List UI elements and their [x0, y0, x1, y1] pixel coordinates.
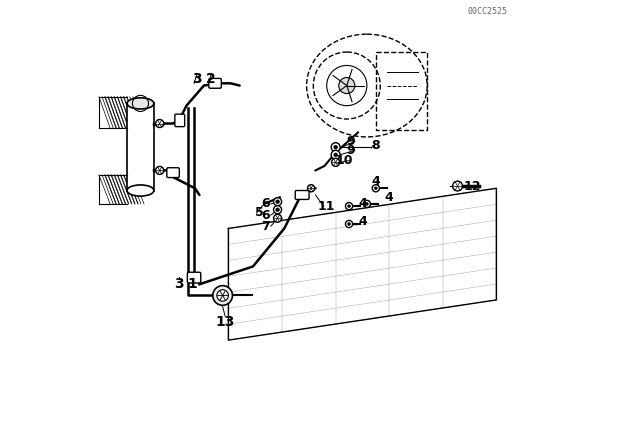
- Text: 8: 8: [371, 139, 380, 152]
- Text: 4: 4: [358, 198, 367, 211]
- Circle shape: [365, 202, 368, 205]
- Ellipse shape: [127, 98, 154, 109]
- Bar: [127, 103, 154, 190]
- Text: 00CC2525: 00CC2525: [467, 7, 508, 17]
- Circle shape: [346, 220, 353, 228]
- Circle shape: [331, 151, 340, 159]
- Circle shape: [348, 205, 350, 207]
- Circle shape: [452, 181, 463, 191]
- Text: 6: 6: [261, 198, 270, 211]
- FancyBboxPatch shape: [167, 168, 179, 177]
- Circle shape: [334, 146, 337, 149]
- Circle shape: [307, 185, 315, 192]
- Circle shape: [273, 206, 282, 214]
- FancyBboxPatch shape: [188, 272, 201, 283]
- Text: 10: 10: [336, 154, 353, 167]
- Text: 11: 11: [318, 200, 335, 213]
- Text: 7: 7: [261, 220, 270, 233]
- Text: 4: 4: [358, 215, 367, 228]
- FancyBboxPatch shape: [209, 78, 221, 88]
- Text: 4: 4: [371, 175, 380, 188]
- Text: 3: 3: [193, 72, 202, 86]
- FancyBboxPatch shape: [175, 114, 185, 127]
- Text: 12: 12: [463, 180, 481, 193]
- Circle shape: [273, 198, 282, 206]
- Text: 9: 9: [346, 144, 355, 157]
- Circle shape: [372, 185, 380, 192]
- Circle shape: [339, 78, 355, 94]
- Circle shape: [331, 143, 340, 152]
- Circle shape: [364, 200, 371, 207]
- Circle shape: [334, 153, 337, 156]
- Circle shape: [346, 202, 353, 210]
- Circle shape: [276, 200, 279, 203]
- Text: 6: 6: [261, 209, 270, 222]
- Text: 2: 2: [205, 72, 216, 86]
- Circle shape: [348, 223, 350, 225]
- Circle shape: [276, 208, 279, 211]
- Text: 3: 3: [175, 277, 184, 291]
- Ellipse shape: [127, 185, 154, 196]
- Text: 5: 5: [255, 207, 264, 220]
- Circle shape: [374, 187, 377, 190]
- Circle shape: [156, 166, 164, 174]
- Circle shape: [156, 120, 164, 128]
- Text: 4: 4: [385, 191, 394, 204]
- Text: 9: 9: [346, 135, 355, 148]
- FancyBboxPatch shape: [295, 190, 309, 199]
- Circle shape: [332, 158, 340, 166]
- Circle shape: [213, 286, 232, 305]
- Text: 1: 1: [188, 277, 198, 291]
- Text: 13: 13: [216, 315, 235, 329]
- Circle shape: [273, 214, 282, 222]
